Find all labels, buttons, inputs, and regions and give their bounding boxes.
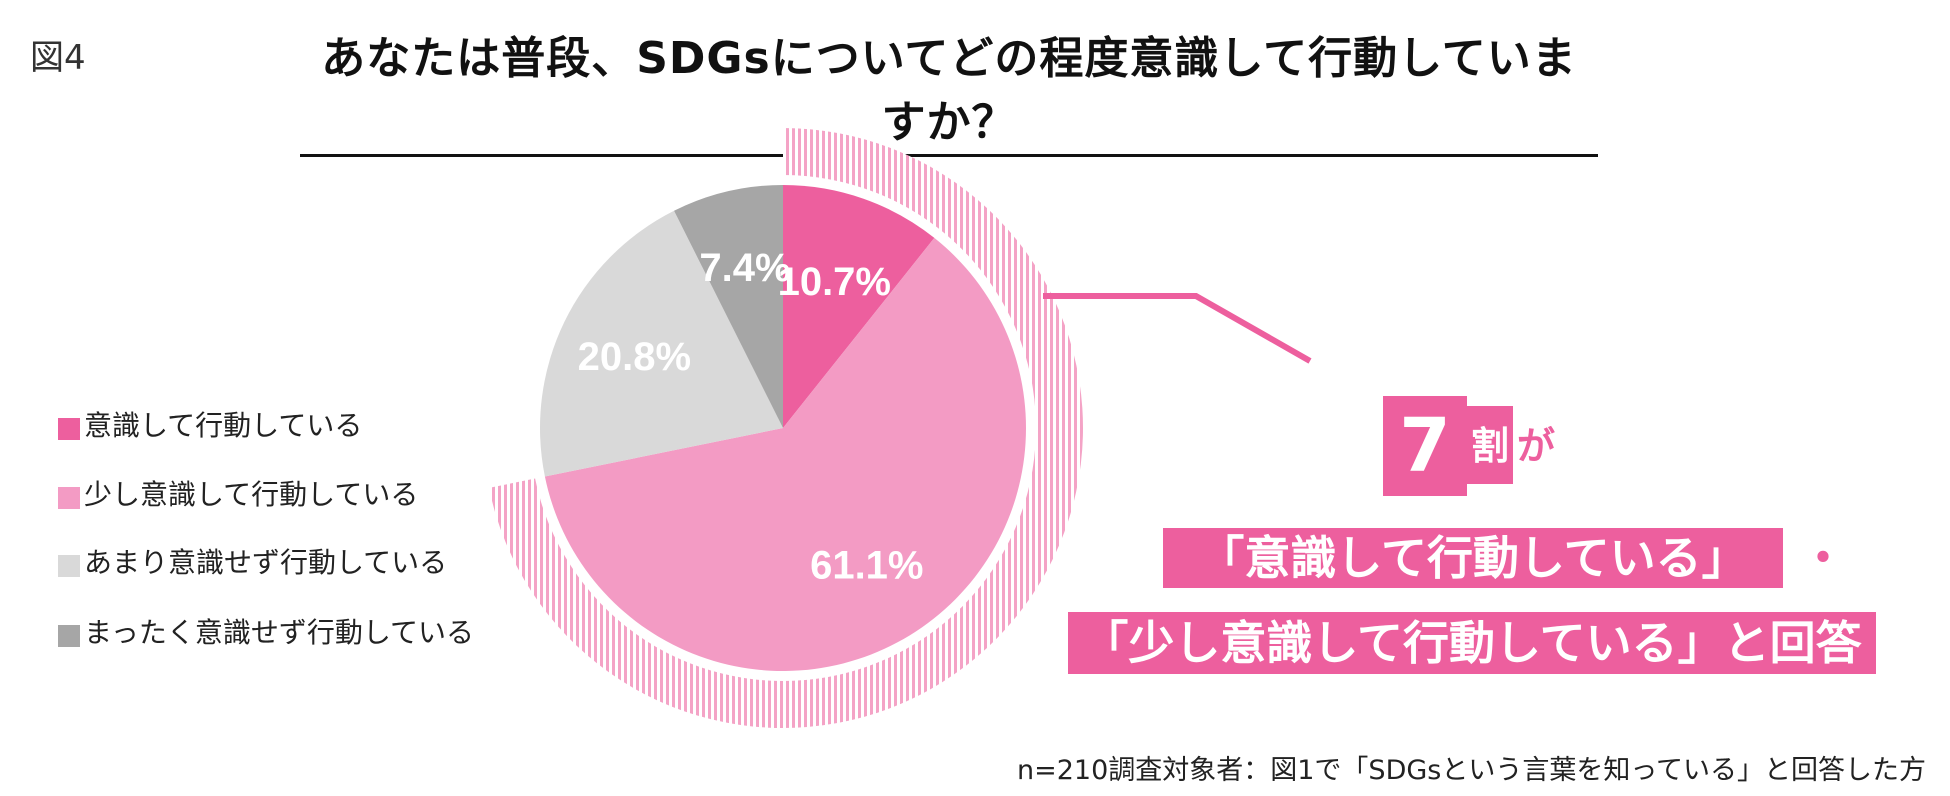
- legend-swatch: [58, 625, 80, 647]
- legend-swatch: [58, 555, 80, 577]
- legend-item: 意識して行動している: [58, 408, 498, 474]
- callout-band-line2: 「少し意識して行動している」と回答: [1068, 612, 1876, 674]
- callout-band-line1: 「意識して行動している」: [1163, 528, 1783, 588]
- pie-value-label: 10.7%: [778, 260, 891, 304]
- legend-swatch: [58, 418, 80, 440]
- footnote: n=210調査対象者：図1で「SDGsという言葉を知っている」と回答した方: [1017, 748, 1926, 787]
- legend-item: 少し意識して行動している: [58, 477, 498, 545]
- pie-value-label: 20.8%: [578, 335, 691, 379]
- legend-item: あまり意識せず行動している: [58, 545, 498, 611]
- callout-suffix-wari: 割: [1467, 406, 1513, 484]
- callout-big-suffix: 割が: [1467, 396, 1555, 496]
- pie-value-label: 61.1%: [810, 544, 923, 588]
- legend-label: 少し意識して行動している: [84, 478, 418, 511]
- callout-band-line1-tail: ・: [1800, 528, 1846, 588]
- legend-label: 意識して行動している: [84, 409, 362, 442]
- legend-item: まったく意識せず行動している: [58, 615, 498, 687]
- legend-label: まったく意識せず行動している: [84, 616, 474, 649]
- callout-suffix-ga: が: [1513, 424, 1555, 468]
- legend-swatch: [58, 487, 80, 509]
- legend: 意識して行動している 少し意識して行動している あまり意識せず行動している まっ…: [58, 408, 498, 687]
- callout-connector-line: [1043, 296, 1310, 361]
- callout-big-number: 7: [1383, 396, 1467, 496]
- pie-value-label: 7.4%: [699, 246, 790, 290]
- legend-label: あまり意識せず行動している: [84, 546, 447, 579]
